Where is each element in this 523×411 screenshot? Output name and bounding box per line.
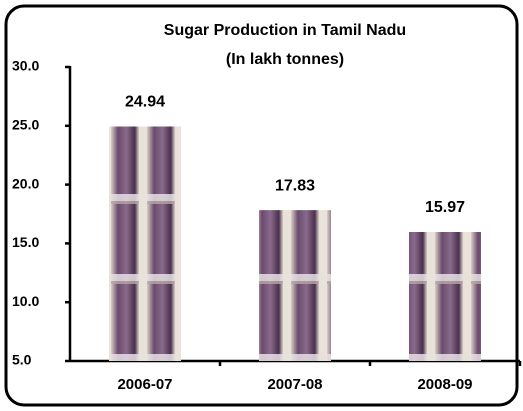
- x-tick-label: 2008-09: [417, 376, 472, 393]
- x-tick-label: 2006-07: [117, 376, 172, 393]
- chart-subtitle: (In lakh tonnes): [226, 51, 344, 68]
- bar: [109, 126, 181, 361]
- bar: [409, 231, 481, 361]
- value-label: 15.97: [425, 199, 465, 216]
- y-tick-label: 20.0: [12, 175, 39, 191]
- y-tick-label: 10.0: [12, 293, 39, 309]
- bar: [259, 210, 331, 361]
- chart-title: Sugar Production in Tamil Nadu: [164, 22, 406, 39]
- y-tick-label: 30.0: [12, 58, 39, 74]
- x-tick-label: 2007-08: [267, 376, 322, 393]
- value-label: 17.83: [275, 177, 315, 194]
- value-label: 24.94: [125, 94, 165, 111]
- y-tick-label: 15.0: [12, 234, 39, 250]
- y-tick-label: 5.0: [12, 352, 32, 368]
- y-tick-label: 25.0: [12, 117, 39, 133]
